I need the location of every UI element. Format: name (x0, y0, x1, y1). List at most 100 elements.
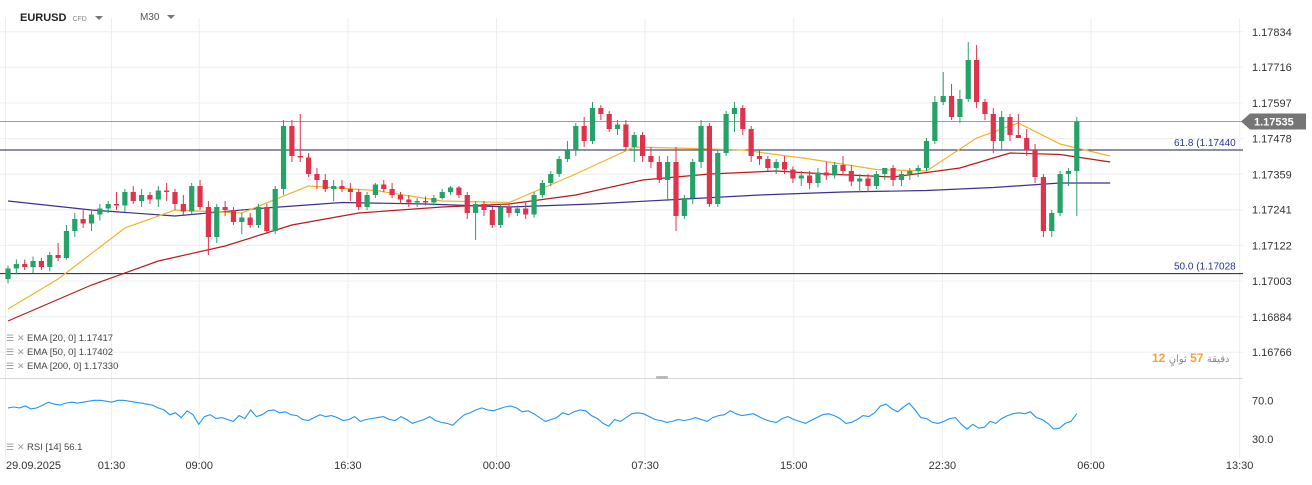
candle (656, 156, 662, 183)
candle-body (531, 195, 537, 215)
candle-body (414, 201, 420, 203)
symbol-selector[interactable]: EURUSD CFD (20, 12, 103, 24)
candle-body (1007, 117, 1013, 135)
candle-body (230, 210, 237, 222)
candle-body (255, 207, 262, 225)
candle-body (974, 60, 980, 102)
candle-body (356, 192, 362, 207)
candle (832, 162, 838, 179)
rsi-line (7, 399, 1078, 430)
legend-ema200-label: EMA [200, 0] 1.17330 (27, 361, 119, 372)
candle-body (564, 150, 571, 159)
candle-body (556, 159, 562, 174)
candle-body (498, 207, 504, 225)
candle (631, 132, 637, 162)
candle (1049, 210, 1055, 237)
candle (781, 156, 788, 174)
candle (556, 156, 562, 177)
candle (397, 192, 404, 204)
candle-body (464, 195, 470, 213)
settings-icon[interactable]: ☰ (6, 333, 15, 343)
candle-body (272, 189, 278, 231)
countdown-minutes: 12 (1152, 351, 1166, 365)
candle-body (548, 174, 554, 183)
candle (640, 132, 646, 162)
candle (598, 105, 604, 120)
candle-body (1049, 213, 1055, 231)
candle (406, 195, 412, 207)
candle-body (381, 184, 387, 189)
candle-body (63, 231, 70, 258)
x-tick-label: 09:00 (185, 460, 213, 472)
candle-body (447, 187, 454, 192)
timeframe-chevron-down-icon[interactable] (167, 15, 176, 20)
candle-body (999, 117, 1005, 141)
candle (589, 102, 596, 144)
candle-body (280, 126, 287, 189)
legend-ema50[interactable]: ☰ ✕ EMA [50, 0] 1.17402 (6, 347, 113, 358)
countdown-seconds: 57 (1190, 351, 1204, 365)
candle (690, 159, 696, 204)
timeframe-selector[interactable]: M30 (140, 12, 176, 23)
countdown-seconds-unit: ثوانٍ (1168, 354, 1187, 365)
candle-body (539, 183, 545, 195)
candle-body (1065, 171, 1072, 174)
candle-body (614, 124, 621, 129)
candle-body (1015, 135, 1021, 138)
candle-body (264, 207, 270, 231)
candle-body (406, 199, 412, 203)
settings-icon[interactable]: ☰ (6, 347, 15, 357)
candle-body (898, 174, 905, 180)
candle (974, 45, 980, 108)
close-icon[interactable]: ✕ (17, 361, 25, 371)
candle-body (489, 210, 495, 225)
y-tick-label: 1.17003 (1252, 276, 1292, 288)
candle-body (765, 159, 771, 168)
candle-body (923, 141, 930, 168)
settings-icon[interactable]: ☰ (6, 442, 15, 452)
candle (431, 195, 437, 206)
candle (473, 201, 479, 240)
legend-rsi[interactable]: ☰ ✕ RSI [14] 56.1 (6, 442, 82, 453)
legend-ema200[interactable]: ☰ ✕ EMA [200, 0] 1.17330 (6, 361, 118, 372)
symbol-chevron-down-icon[interactable] (94, 16, 103, 21)
candle-body (832, 165, 838, 176)
candle (289, 120, 295, 162)
candle (748, 126, 754, 162)
candle-body (222, 207, 228, 210)
close-icon[interactable]: ✕ (17, 333, 25, 343)
candle (715, 150, 721, 207)
candle-body (13, 264, 19, 269)
candle (155, 186, 161, 207)
candle-body (205, 207, 211, 237)
candle-body (631, 135, 637, 147)
ema20-line (7, 122, 1111, 310)
candle (756, 150, 763, 165)
candle-body (706, 126, 712, 204)
legend-ema20[interactable]: ☰ ✕ EMA [20, 0] 1.17417 (6, 333, 113, 344)
candle (765, 156, 771, 171)
candle-body (1057, 174, 1063, 213)
candle-body (523, 208, 529, 215)
x-tick-label: 22:30 (929, 460, 957, 472)
candle (548, 171, 554, 186)
settings-icon[interactable]: ☰ (6, 361, 15, 371)
candle-body (907, 171, 913, 174)
candle-body (397, 195, 404, 200)
candle-body (965, 60, 971, 99)
x-tick-label: 16:30 (334, 460, 362, 472)
candle (948, 84, 955, 120)
y-tick-label: 1.16766 (1252, 347, 1292, 359)
close-icon[interactable]: ✕ (17, 347, 25, 357)
candle (122, 189, 128, 212)
candle-body (807, 175, 813, 183)
rsi-tick-label: 30.0 (1252, 434, 1273, 446)
candle (55, 243, 61, 261)
candle (1040, 174, 1046, 237)
candle (848, 165, 854, 186)
candle-body (147, 195, 153, 200)
close-icon[interactable]: ✕ (17, 442, 25, 452)
ema50-line (7, 152, 1111, 322)
